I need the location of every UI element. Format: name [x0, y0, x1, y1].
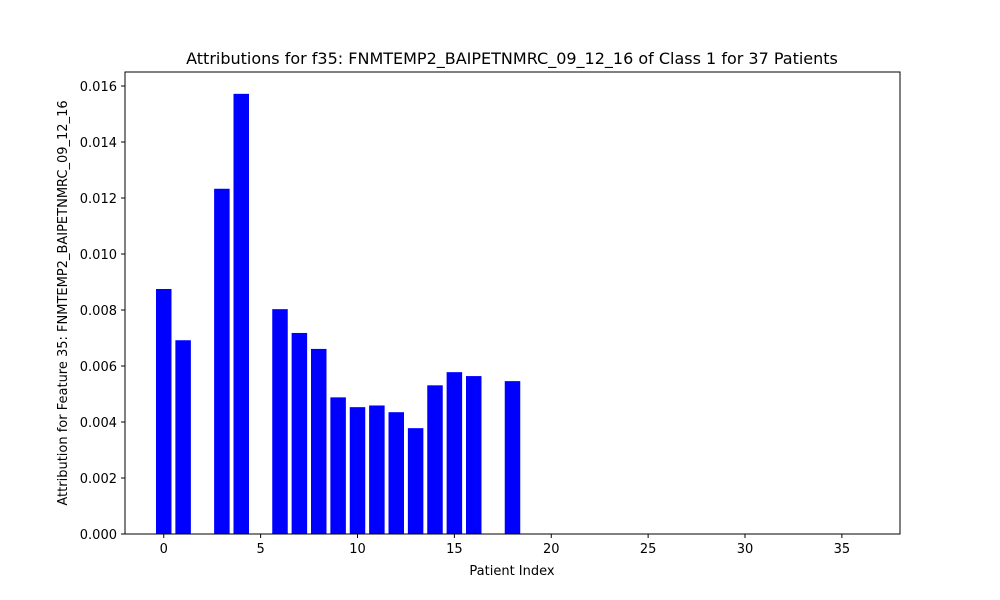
y-axis-ticks: 0.000 0.002 0.004 0.006 0.008 0.010 0.012 0.014…	[80, 80, 125, 543]
y-tick-label: 0.002	[80, 472, 117, 487]
bar-patient-0	[156, 289, 172, 534]
x-tick-label: 35	[834, 542, 851, 557]
y-tick-label: 0.000	[80, 528, 117, 543]
chart-title: Attributions for f35: FNMTEMP2_BAIPETNMR…	[186, 49, 838, 69]
y-axis-label: Attribution for Feature 35: FNMTEMP2_BAI…	[56, 100, 71, 505]
x-tick-label: 15	[446, 542, 463, 557]
bar-patient-3	[214, 188, 230, 534]
x-tick-label: 20	[543, 542, 560, 557]
x-tick-label: 0	[160, 542, 168, 557]
bars-group	[156, 93, 521, 534]
x-tick-label: 5	[256, 542, 264, 557]
bar-patient-18	[504, 381, 521, 534]
y-tick-label: 0.006	[80, 360, 117, 375]
x-axis-label: Patient Index	[469, 564, 554, 579]
bar-patient-4	[233, 93, 249, 534]
plot-frame	[124, 71, 901, 535]
y-tick-label: 0.012	[80, 192, 117, 207]
bar-patient-11	[369, 405, 385, 534]
bar-patient-14	[427, 385, 443, 534]
bar-patient-16	[466, 376, 482, 534]
y-tick-label: 0.016	[80, 80, 117, 95]
bar-patient-10	[349, 407, 366, 534]
y-tick-label: 0.004	[80, 416, 117, 431]
y-tick-label: 0.010	[80, 248, 117, 263]
bar-patient-8	[311, 348, 327, 534]
bar-patient-9	[330, 397, 346, 534]
y-tick-label: 0.014	[80, 136, 117, 151]
x-tick-label: 10	[349, 542, 366, 557]
x-tick-label: 30	[737, 542, 754, 557]
y-tick-label: 0.008	[80, 304, 117, 319]
bar-patient-7	[291, 332, 308, 534]
x-axis-ticks: 0 5 10 15 20 25 30 35	[160, 534, 851, 557]
x-tick-label: 25	[640, 542, 657, 557]
bar-patient-12	[388, 412, 404, 534]
bar-patient-15	[446, 372, 463, 534]
bar-patient-13	[407, 428, 424, 534]
bar-patient-1	[175, 340, 191, 534]
bar-patient-6	[272, 309, 288, 534]
